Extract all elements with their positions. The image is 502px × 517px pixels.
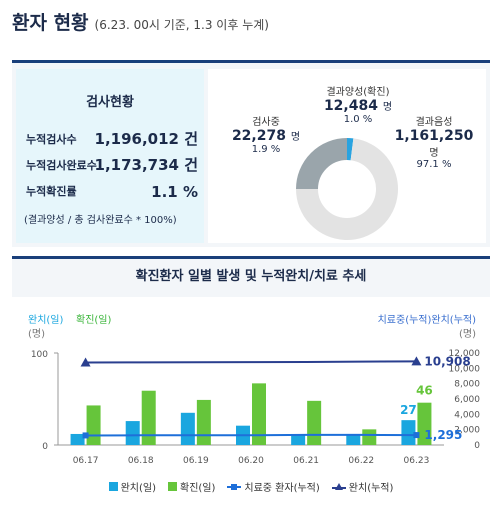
right-tick-label: 6,000: [454, 395, 480, 405]
left-axis-unit: (명): [28, 328, 45, 340]
donut-label-pct: 1.9 %: [251, 144, 281, 155]
donut-label-value: 1,161,250: [394, 128, 474, 144]
bar-confirmed-daily: [362, 429, 377, 445]
treating-cumulative-point: [82, 432, 89, 439]
chart-title: 확진환자 일별 발생 및 누적완치/치료 추세: [12, 259, 490, 297]
x-tick-label: 06.18: [128, 456, 154, 466]
x-tick-label: 06.21: [293, 456, 319, 466]
donut-label-positive: 결과양성(확진) 12,484 명 1.0 %: [308, 83, 408, 125]
stat-label: 누적확진률: [26, 185, 77, 198]
donut-label-title: 검사중: [252, 117, 280, 128]
stat-row-total-tests: 누적검사수 1,196,012 건: [26, 127, 198, 149]
bar-cured-daily: [401, 420, 416, 445]
page-subtitle: (6.23. 00시 기준, 1.3 이후 누계): [94, 18, 269, 32]
bar-confirmed-daily: [417, 402, 432, 445]
legend-line-triangle-icon: [331, 482, 346, 490]
right-tick-label: 10,000: [449, 364, 481, 374]
stat-label: 누적검사완료수: [26, 159, 97, 172]
legend-item-treating-cumulative: 치료중 환자(누적): [227, 479, 320, 494]
bar-confirmed-daily: [86, 405, 101, 445]
left-tick-label: 0: [42, 442, 48, 452]
legend-label: 완치(일): [120, 483, 156, 494]
donut-label-title: 결과양성(확진): [326, 87, 390, 98]
donut-label-unit: 명: [290, 132, 301, 143]
bar-cured-daily: [346, 433, 361, 445]
left-axis-label-confirmed: 확진(일): [76, 314, 112, 326]
stat-value: 1,196,012 건: [94, 130, 198, 148]
right-axis-unit: (명): [459, 328, 476, 340]
right-tick-label: 12,000: [449, 349, 481, 359]
legend-line-square-icon: [227, 483, 242, 490]
x-tick-label: 06.22: [348, 456, 374, 466]
test-status-title: 검사현황: [86, 95, 134, 110]
data-label-cured-daily: 27: [400, 403, 417, 417]
page-title: 환자 현황: [12, 12, 89, 34]
status-panel: 검사현황 누적검사수 1,196,012 건 누적검사완료수 1,173,734…: [12, 60, 490, 247]
left-tick-label: 100: [31, 350, 48, 360]
donut-label-unit: 명: [429, 148, 439, 159]
stat-row-positive-rate: 누적확진률 1.1 %: [26, 179, 198, 201]
donut-label-negative: 결과음성 1,161,250 명 97.1 %: [384, 113, 484, 170]
trend-chart: 완치(일) 확진(일)(명)치료중(누적)완치(누적)(명)100012,0001…: [28, 314, 481, 466]
chart-legend: 완치(일) 확진(일) 치료중 환자(누적) 완치(누적): [12, 479, 490, 494]
donut-label-value: 12,484: [323, 98, 378, 114]
legend-item-cured-daily: 완치(일): [108, 479, 156, 494]
stat-label: 누적검사수: [26, 133, 77, 146]
legend-label: 확진(일): [180, 483, 216, 494]
left-axis-label-cured: 완치(일): [28, 314, 64, 326]
cured-cumulative-point: [411, 356, 422, 366]
bar-confirmed-daily: [196, 399, 211, 445]
legend-item-cured-cumulative: 완치(누적): [331, 479, 394, 494]
cured-cumulative-line: [85, 360, 417, 364]
donut-label-unit: 명: [382, 102, 393, 113]
right-tick-label: 4,000: [454, 410, 480, 420]
donut-label-title: 결과음성: [415, 117, 453, 128]
right-tick-label: 8,000: [454, 380, 480, 390]
treating-cumulative-line: [85, 433, 417, 437]
right-tick-label: 0: [474, 441, 480, 451]
legend-label: 완치(누적): [348, 483, 394, 494]
stat-value: 1,173,734 건: [94, 156, 198, 174]
donut-chart: [296, 138, 398, 240]
donut-slice-testing: [296, 138, 348, 190]
bar-cured-daily: [125, 421, 140, 445]
stat-row-completed-tests: 누적검사완료수 1,173,734 건: [26, 153, 198, 175]
bar-confirmed-daily: [307, 400, 322, 445]
donut-label-pct: 1.0 %: [343, 114, 373, 125]
bar-confirmed-daily: [141, 390, 156, 445]
donut-label-pct: 97.1 %: [416, 159, 452, 170]
legend-item-confirmed-daily: 확진(일): [168, 479, 215, 494]
legend-swatch: [108, 482, 118, 491]
x-tick-label: 06.20: [238, 456, 264, 466]
test-status-box: 검사현황 누적검사수 1,196,012 건 누적검사완료수 1,173,734…: [16, 69, 204, 243]
bar-confirmed-daily: [252, 383, 266, 445]
cured-cumulative-point: [80, 357, 91, 367]
donut-box: 검사중 22,278 명 1.9 % 결과양성(확진) 12,484 명 1.0…: [208, 69, 486, 243]
stat-value: 1.1 %: [151, 183, 198, 201]
treating-cumulative-point: [413, 432, 420, 439]
right-axis-label: 치료중(누적)완치(누적): [378, 314, 477, 326]
x-tick-label: 06.17: [73, 456, 99, 466]
stat-note: (결과양성 / 총 검사완료수 * 100%): [24, 215, 177, 226]
bar-cured-daily: [180, 412, 195, 445]
legend-label: 치료중 환자(누적): [244, 483, 320, 494]
data-label-cured-cumulative: 10,908: [424, 354, 470, 368]
donut-label-testing: 검사중 22,278 명 1.9 %: [226, 113, 306, 155]
page-title-row: 환자 현황 (6.23. 00시 기준, 1.3 이후 누계): [12, 8, 269, 36]
data-label-confirmed-daily: 46: [416, 384, 433, 398]
data-label-treating-cumulative: 1,295: [424, 428, 462, 442]
trend-panel: 확진환자 일별 발생 및 누적완치/치료 추세 완치(일) 확진(일) (명) 치료중…: [12, 256, 490, 509]
right-tick-label: 2,000: [454, 426, 480, 436]
legend-swatch: [168, 482, 177, 491]
x-tick-label: 06.23: [404, 456, 430, 466]
bar-cured-daily: [70, 433, 85, 445]
donut-label-value: 22,278: [231, 128, 286, 144]
x-tick-label: 06.19: [183, 456, 209, 466]
donut-slice-negative: [296, 138, 398, 240]
bar-cured-daily: [291, 434, 306, 445]
